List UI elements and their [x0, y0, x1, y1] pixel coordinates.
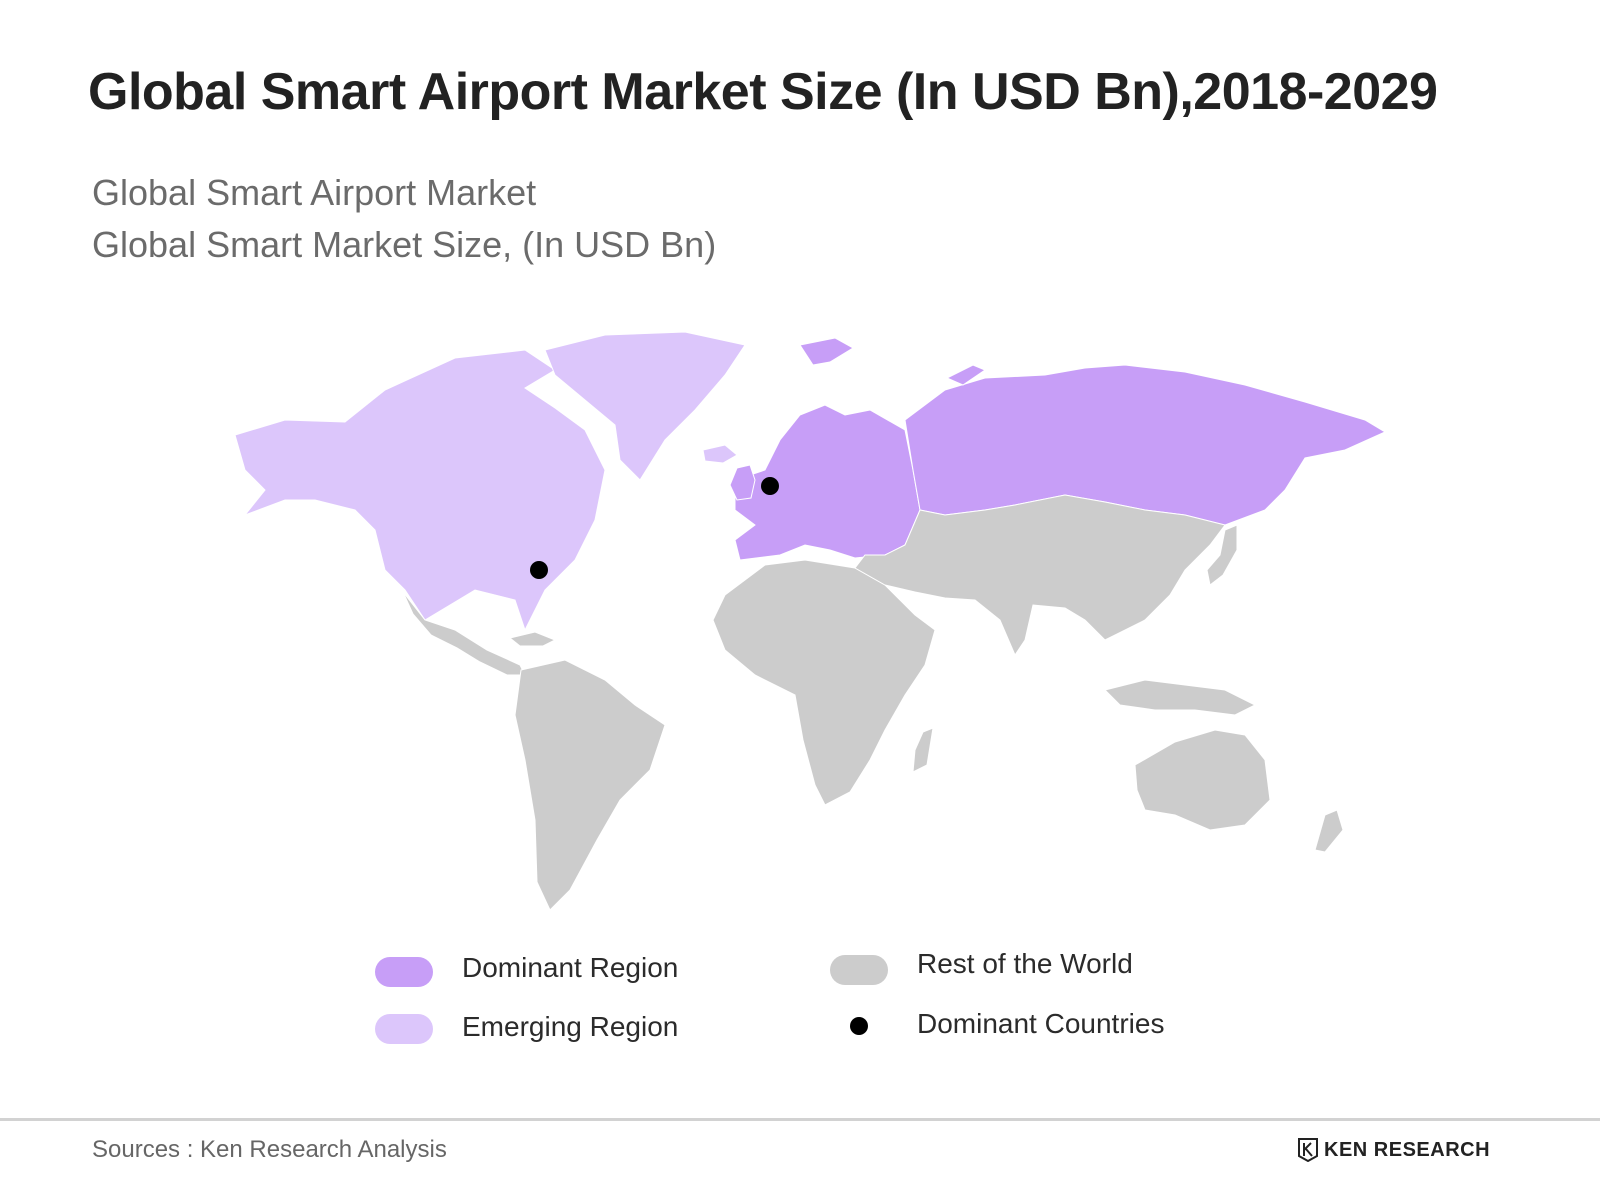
ken-research-logo: KEN RESEARCH	[1298, 1138, 1490, 1162]
russia-region	[904, 364, 1387, 526]
legend-label-dominant: Dominant Region	[462, 952, 679, 983]
subtitle-market: Global Smart Airport Market	[92, 172, 537, 213]
dominant-country-marker-uk	[761, 477, 779, 495]
north-america-region	[234, 349, 606, 632]
legend-label-dominant-countries: Dominant Countries	[917, 1008, 1165, 1039]
australia-region	[1134, 729, 1271, 831]
legend-swatch-rest	[830, 955, 888, 985]
asia-region	[854, 494, 1226, 657]
svalbard-region	[799, 337, 854, 366]
legend-swatch-dominant	[375, 957, 433, 987]
legend-label-rest: Rest of the World	[917, 948, 1133, 979]
ken-research-logo-icon	[1298, 1138, 1318, 1162]
sea-islands-region	[1104, 679, 1257, 716]
madagascar-region	[912, 727, 934, 773]
logo-text: KEN RESEARCH	[1324, 1138, 1491, 1161]
world-map	[234, 331, 1387, 911]
south-america-region	[514, 659, 666, 911]
legend-dot-dominant-countries	[850, 1017, 868, 1035]
novaya-zemlya-region	[945, 364, 987, 386]
footer-divider	[0, 1118, 1600, 1121]
iceland-region	[702, 444, 738, 464]
source-note: Sources : Ken Research Analysis	[92, 1136, 447, 1163]
africa-region	[712, 559, 936, 806]
japan-region	[1206, 524, 1238, 586]
central-america-region	[402, 591, 526, 676]
caribbean-region	[508, 631, 557, 647]
subtitle-size: Global Smart Market Size, (In USD Bn)	[92, 224, 717, 265]
chart-title: Global Smart Airport Market Size (In USD…	[88, 63, 1438, 121]
legend-swatch-emerging	[375, 1014, 433, 1044]
legend-label-emerging: Emerging Region	[462, 1011, 679, 1042]
greenland-region	[544, 331, 746, 481]
dominant-country-marker-usa	[530, 561, 548, 579]
uk-region	[729, 464, 756, 501]
new-zealand-region	[1314, 809, 1344, 853]
